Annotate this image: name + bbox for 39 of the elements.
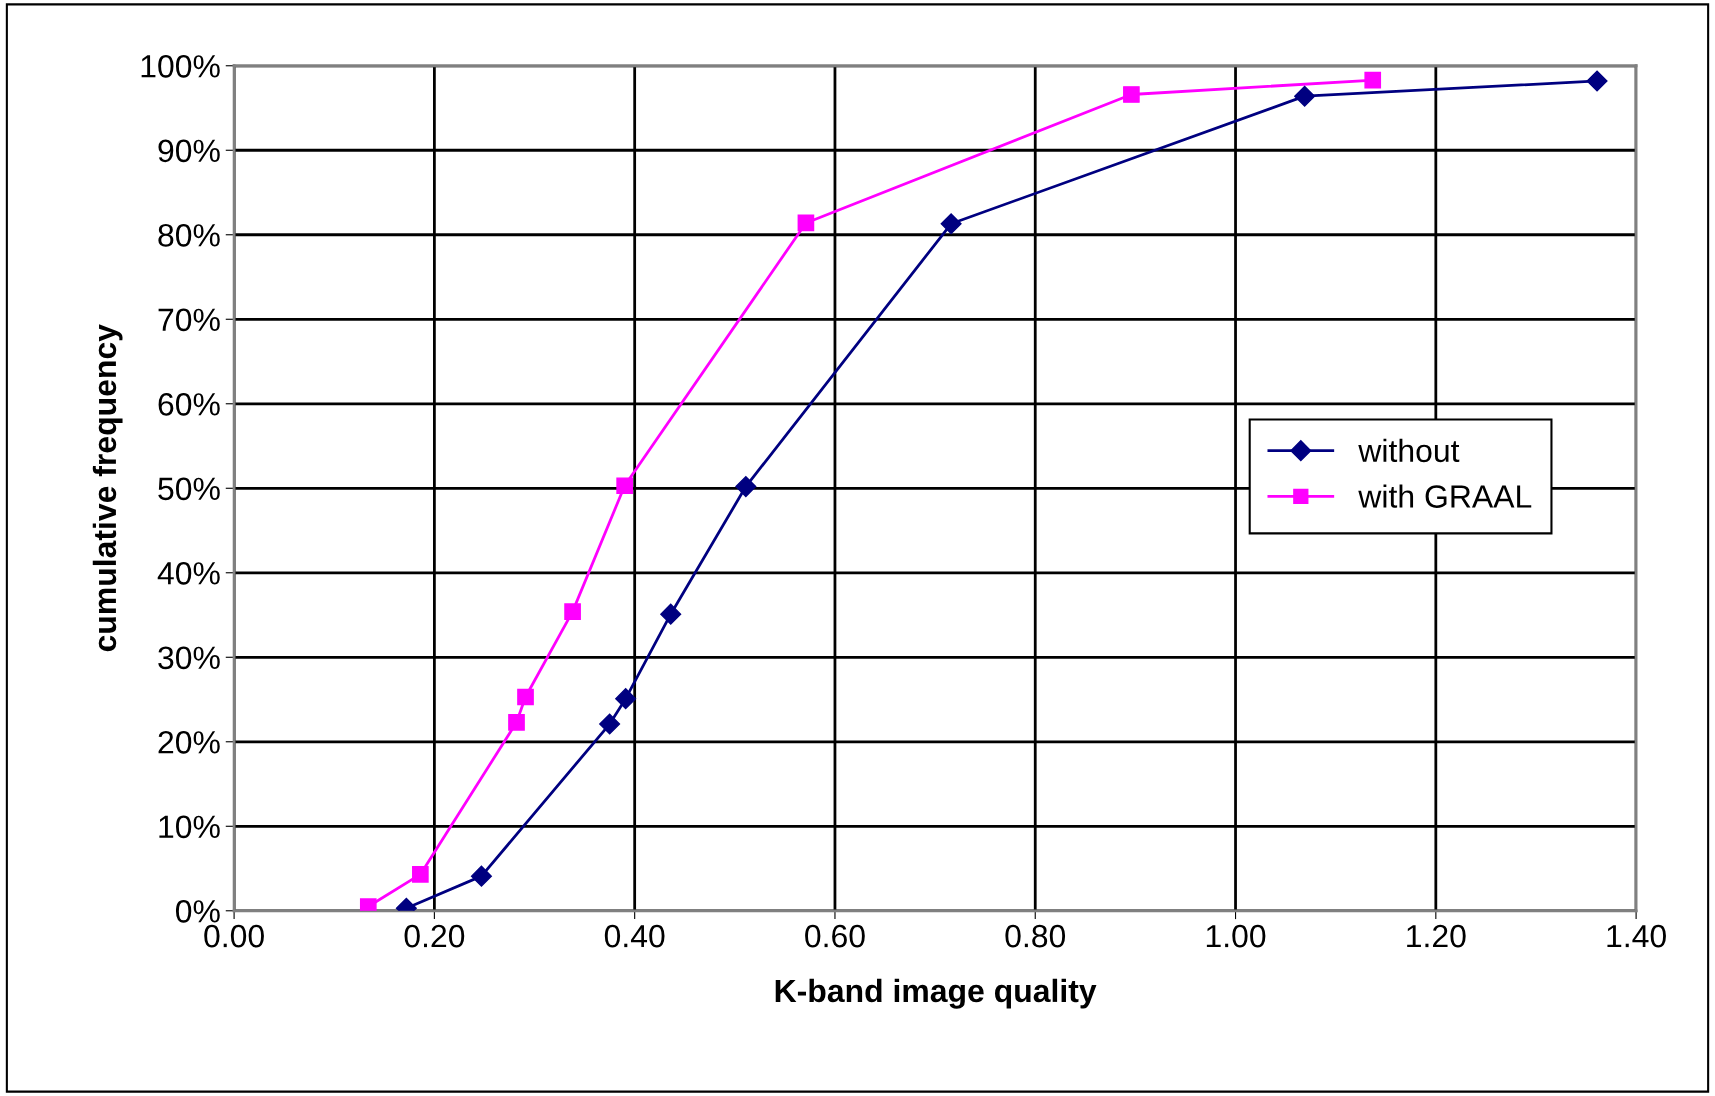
point [412, 866, 429, 883]
point [615, 688, 637, 710]
x-tick-label: 0.40 [604, 924, 665, 948]
point [517, 688, 534, 706]
point [508, 714, 525, 731]
y-tick-label: 20% [158, 731, 220, 754]
point [1123, 86, 1140, 103]
y-tick-label: 30% [158, 646, 220, 670]
point [797, 214, 815, 232]
y-tick-label: 0% [175, 900, 220, 923]
y-axis-title: cumulative frequency [92, 324, 123, 652]
x-tick-label: 1.20 [1407, 924, 1466, 948]
point [940, 213, 962, 235]
x-tick-label: 1.40 [1607, 924, 1666, 948]
point [599, 713, 621, 735]
y-tick-label: 90% [158, 139, 220, 163]
point [1586, 70, 1608, 92]
x-tick-label: 0.60 [805, 924, 865, 948]
y-tick-label: 40% [157, 562, 220, 585]
x-tick-label: 0.20 [404, 924, 465, 948]
x-tick-label: 0.00 [204, 924, 264, 948]
y-tick-label: 10% [159, 815, 220, 839]
y-tick-label: 60% [158, 393, 220, 416]
legend-label: with GRAAL [1358, 484, 1532, 508]
x-tick-label: 1.00 [1206, 924, 1266, 948]
x-tick-label: 0.80 [1005, 924, 1066, 948]
point [660, 603, 682, 625]
legend-label: without [1358, 438, 1460, 463]
point [1364, 71, 1382, 89]
point [616, 477, 633, 495]
y-tick-label: 50% [158, 477, 220, 501]
point [470, 865, 492, 887]
point [735, 476, 757, 498]
point [1294, 85, 1316, 107]
point [564, 603, 581, 620]
y-tick-label: 80% [158, 224, 220, 247]
x-axis-title: K-band image quality [775, 978, 1097, 1009]
y-tick-label: 70% [158, 308, 220, 332]
y-tick-label: 100% [141, 55, 220, 78]
